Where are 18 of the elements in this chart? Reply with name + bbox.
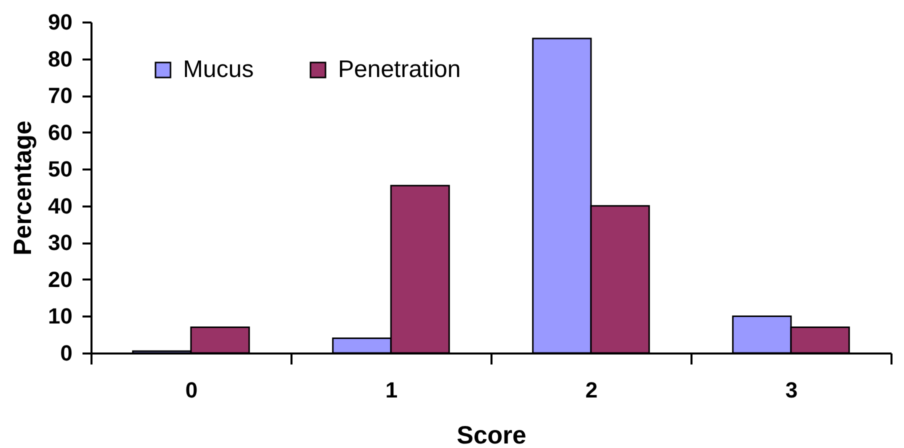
x-tick-label: 3 (785, 378, 798, 402)
legend-label: Mucus (183, 56, 254, 83)
x-axis-title: Score (456, 422, 526, 448)
x-tick-label: 2 (585, 378, 598, 402)
y-tick-label: 20 (48, 266, 72, 292)
x-tick-label: 0 (185, 378, 198, 402)
y-tick-label: 40 (48, 193, 72, 218)
x-tick-label: 1 (385, 378, 398, 402)
y-axis-title: Percentage (9, 120, 38, 256)
y-tick-label: 80 (48, 46, 72, 72)
y-tick-label: 30 (48, 230, 72, 256)
y-tick-label: 10 (48, 304, 72, 329)
y-tick-label: 50 (48, 156, 72, 182)
y-tick-label: 70 (48, 83, 72, 108)
legend-label: Penetration (338, 56, 461, 83)
y-tick-label: 0 (60, 340, 72, 366)
y-tick-label: 60 (48, 120, 72, 145)
y-tick-label: 90 (48, 10, 72, 34)
